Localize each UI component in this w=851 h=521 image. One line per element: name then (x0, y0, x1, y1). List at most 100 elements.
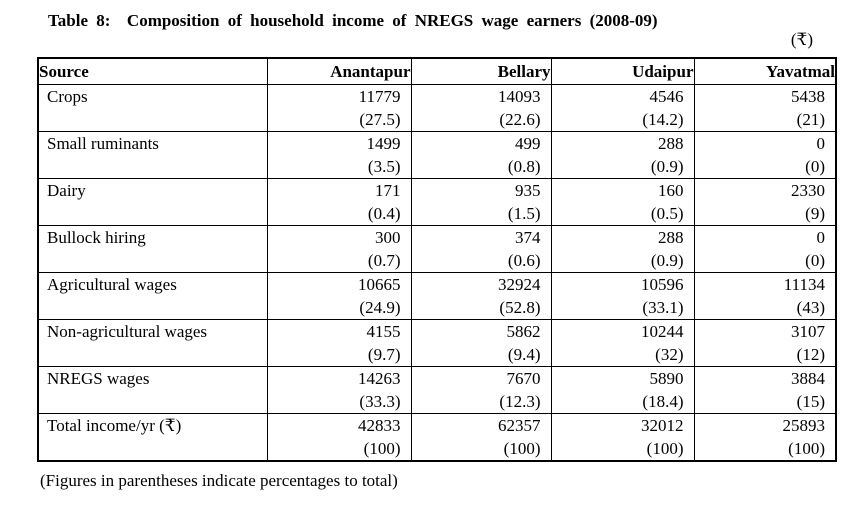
income-value: 10665 (358, 275, 401, 294)
row-value-cell: 1499 (3.5) (266, 131, 412, 179)
income-percentage: (9) (805, 204, 825, 223)
income-value: 32012 (641, 416, 684, 435)
income-percentage: (0.5) (650, 204, 684, 223)
income-percentage: (100) (363, 439, 401, 458)
income-percentage: (32) (655, 345, 684, 364)
row-value-cell: 374 (0.6) (410, 225, 552, 273)
income-value: 160 (658, 181, 684, 200)
row-value-cell: 171 (0.4) (266, 178, 412, 226)
income-value: 32924 (498, 275, 541, 294)
income-value: 3107 (791, 322, 825, 341)
row-value-cell: 0 (0) (693, 225, 837, 273)
row-value-cell: 0 (0) (693, 131, 837, 179)
income-value: 4546 (649, 87, 684, 106)
income-value: 7670 (506, 369, 541, 388)
row-value-cell: 42833 (100) (266, 413, 412, 462)
row-value-cell: 14263 (33.3) (266, 366, 412, 414)
header-row: Source Anantapur Bellary Udaipur Yavatmal (37, 57, 837, 85)
row-value-cell: 2330 (9) (693, 178, 837, 226)
table-row: Small ruminants 1499 (3.5) 499 (0.8) 288 (0.9)… (37, 131, 837, 179)
income-value: 935 (515, 181, 541, 200)
income-percentage: (0.8) (507, 157, 541, 176)
row-value-cell: 10665 (24.9) (266, 272, 412, 320)
income-percentage: (27.5) (359, 110, 401, 129)
row-value-cell: 499 (0.8) (410, 131, 552, 179)
income-value: 171 (375, 181, 401, 200)
income-percentage: (12.3) (499, 392, 541, 411)
income-value: 14263 (358, 369, 401, 388)
income-percentage: (9.4) (507, 345, 541, 364)
row-value-cell: 62357 (100) (410, 413, 552, 462)
income-percentage: (0.7) (367, 251, 401, 270)
income-percentage: (0.9) (650, 251, 684, 270)
income-value: 5890 (649, 369, 684, 388)
income-value: 5862 (506, 322, 541, 341)
income-percentage: (21) (796, 110, 825, 129)
row-value-cell: 3884 (15) (693, 366, 837, 414)
row-source-label: Small ruminants (37, 131, 268, 179)
row-value-cell: 4155 (9.7) (266, 319, 412, 367)
table-row: Total income/yr (₹) 42833 (100) 62357 (100) 3… (37, 413, 837, 462)
row-value-cell: 5438 (21) (693, 84, 837, 132)
income-percentage: (52.8) (499, 298, 541, 317)
row-value-cell: 10596 (33.1) (550, 272, 695, 320)
income-value: 10596 (641, 275, 684, 294)
income-value: 11134 (783, 275, 825, 294)
income-value: 10244 (641, 322, 684, 341)
column-header-anantapur: Anantapur (266, 57, 412, 85)
income-percentage: (18.4) (642, 392, 684, 411)
income-percentage: (33.3) (359, 392, 401, 411)
row-value-cell: 7670 (12.3) (410, 366, 552, 414)
income-value: 0 (816, 134, 826, 153)
row-value-cell: 288 (0.9) (550, 225, 695, 273)
footnote: (Figures in parentheses indicate percent… (40, 471, 398, 490)
row-value-cell: 935 (1.5) (410, 178, 552, 226)
income-value: 0 (816, 228, 826, 247)
income-value: 62357 (498, 416, 541, 435)
table-header: Source Anantapur Bellary Udaipur Yavatmal (37, 57, 837, 85)
column-header-udaipur: Udaipur (550, 57, 695, 85)
row-source-label: NREGS wages (37, 366, 268, 414)
row-source-label: Crops (37, 84, 268, 132)
row-value-cell: 5890 (18.4) (550, 366, 695, 414)
income-value: 374 (515, 228, 541, 247)
table-row: Dairy 171 (0.4) 935 (1.5) 160 (0.5) 2330 (9) (37, 178, 837, 226)
income-percentage: (0.6) (507, 251, 541, 270)
row-value-cell: 3107 (12) (693, 319, 837, 367)
income-percentage: (22.6) (499, 110, 541, 129)
table-row: Crops 11779 (27.5) 14093 (22.6) 4546 (14.2) 543… (37, 84, 837, 132)
income-percentage: (3.5) (367, 157, 401, 176)
row-value-cell: 32924 (52.8) (410, 272, 552, 320)
row-value-cell: 4546 (14.2) (550, 84, 695, 132)
income-percentage: (24.9) (359, 298, 401, 317)
table-body: Crops 11779 (27.5) 14093 (22.6) 4546 (14.2) 543… (37, 84, 837, 462)
row-value-cell: 10244 (32) (550, 319, 695, 367)
row-value-cell: 32012 (100) (550, 413, 695, 462)
income-percentage: (100) (503, 439, 541, 458)
income-percentage: (100) (788, 439, 825, 458)
income-percentage: (43) (796, 298, 825, 317)
row-source-label: Total income/yr (₹) (37, 413, 268, 462)
income-percentage: (0.4) (367, 204, 401, 223)
income-value: 2330 (791, 181, 825, 200)
row-value-cell: 11134 (43) (693, 272, 837, 320)
row-source-label: Dairy (37, 178, 268, 226)
row-value-cell: 25893 (100) (693, 413, 837, 462)
income-value: 42833 (358, 416, 401, 435)
row-source-label: Bullock hiring (37, 225, 268, 273)
income-percentage: (12) (796, 345, 825, 364)
income-percentage: (0.9) (650, 157, 684, 176)
row-value-cell: 288 (0.9) (550, 131, 695, 179)
income-value: 14093 (498, 87, 541, 106)
income-percentage: (0) (805, 157, 825, 176)
table-title: Table 8: Composition of household income… (48, 11, 658, 30)
income-composition-table: Source Anantapur Bellary Udaipur Yavatmal Cr… (37, 57, 837, 462)
row-source-label: Agricultural wages (37, 272, 268, 320)
currency-unit-note: (₹) (790, 30, 813, 49)
income-value: 288 (658, 134, 684, 153)
row-value-cell: 300 (0.7) (266, 225, 412, 273)
table-row: Bullock hiring 300 (0.7) 374 (0.6) 288 (0.9) 0(… (37, 225, 837, 273)
income-percentage: (100) (646, 439, 684, 458)
table-row: Agricultural wages 10665 (24.9) 32924 (52.8)… (37, 272, 837, 320)
